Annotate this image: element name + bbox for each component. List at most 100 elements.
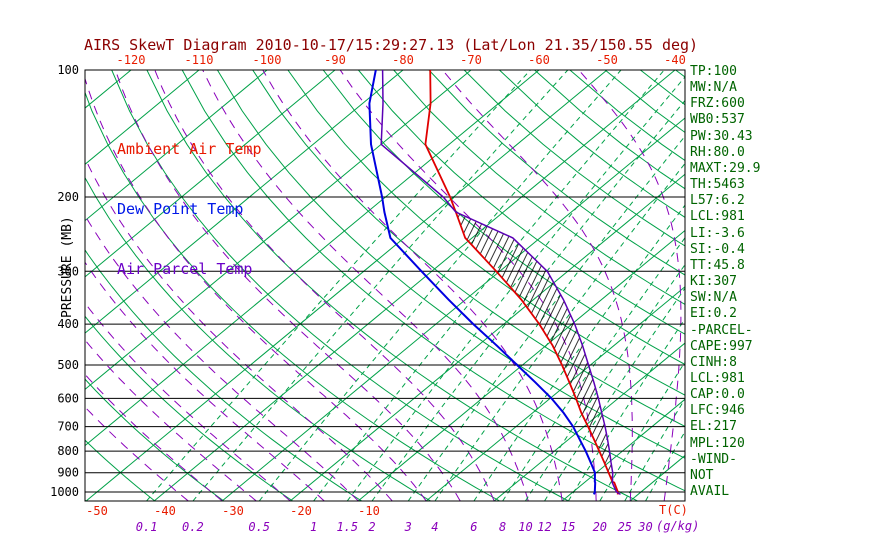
dry-adiabat-line bbox=[85, 91, 500, 501]
panel-line: L57:6.2 bbox=[690, 193, 745, 209]
plot-border bbox=[84, 69, 686, 502]
moist-adiabat-line bbox=[85, 214, 359, 501]
moist-adiabat-line bbox=[578, 70, 682, 501]
mixing-ratio-line bbox=[407, 135, 685, 501]
pressure-tick-label: 300 bbox=[57, 264, 79, 278]
mixing-ratio-unit-label: (g/kg) bbox=[656, 519, 700, 533]
isotherm-line bbox=[85, 70, 268, 222]
pressure-tick-label: 400 bbox=[57, 317, 79, 331]
mixing-ratio-line bbox=[434, 162, 685, 501]
mixing-ratio-tick-label: 3 bbox=[404, 520, 412, 534]
dry-adiabat-line bbox=[85, 439, 156, 501]
panel-line: TP:100 bbox=[690, 64, 737, 79]
indices-panel: TP:100 MW:N/A FRZ:600 WB0:537 PW:30.43 RH:80.… bbox=[690, 64, 760, 500]
bottom-temp-tick-label: -40 bbox=[154, 504, 176, 518]
pressure-axis-title: PRESSURE (MB) bbox=[60, 216, 75, 318]
dry-adiabat-line bbox=[146, 70, 638, 501]
isotherm-line bbox=[85, 70, 472, 391]
mixing-ratio-tick-label: 12 bbox=[537, 520, 551, 534]
legend: Ambient Air Temp Dew Point Temp Air Parc… bbox=[117, 100, 262, 299]
mixing-ratio-line bbox=[313, 70, 665, 501]
mixing-ratio-tick-label: 10 bbox=[518, 520, 532, 534]
panel-line: AVAIL bbox=[690, 484, 730, 500]
isotherm-line bbox=[425, 286, 685, 501]
tick-labels: 100 200 300 400 500 600 700 800 900 1000 -120 -110 -… bbox=[50, 53, 686, 534]
moist-adiabat-line bbox=[85, 157, 393, 501]
isotherm-line bbox=[766, 70, 870, 501]
panel-line: SI:-0.4 bbox=[690, 241, 745, 257]
dew-point-curve bbox=[368, 70, 597, 495]
chart-title: AIRS SkewT Diagram 2010-10-17/15:29:27.1… bbox=[84, 36, 699, 54]
panel-line: LCL:981 bbox=[690, 370, 745, 386]
moist-adiabat-line bbox=[339, 70, 597, 501]
panel-line: NOT bbox=[690, 467, 714, 483]
panel-line: CAPE:997 bbox=[690, 338, 753, 354]
isotherm-line bbox=[0, 70, 63, 501]
mixing-ratio-line bbox=[599, 361, 685, 501]
mixing-ratio-tick-label: 0.2 bbox=[182, 520, 204, 534]
mixing-ratio-tick-label: 4 bbox=[431, 520, 438, 534]
dry-adiabat-line bbox=[428, 70, 685, 276]
pressure-tick-label: 900 bbox=[57, 466, 79, 480]
pressure-tick-label: 1000 bbox=[50, 485, 79, 499]
pressure-tick-label: 200 bbox=[57, 190, 79, 204]
panel-line: SW:N/A bbox=[690, 290, 737, 306]
temp-unit-label: T(C) bbox=[659, 503, 688, 517]
legend-dew-point-temp: Dew Point Temp bbox=[117, 200, 244, 218]
top-temp-tick-label: -100 bbox=[253, 53, 282, 67]
dry-adiabat-line bbox=[85, 249, 362, 501]
top-temp-tick-label: -70 bbox=[460, 53, 482, 67]
mixing-ratio-tick-label: 20 bbox=[593, 520, 607, 534]
pressure-tick-label: 100 bbox=[57, 63, 79, 77]
panel-line: EI:0.2 bbox=[690, 306, 737, 322]
mixing-ratio-tick-label: 0.1 bbox=[136, 520, 158, 534]
dry-adiabat-line bbox=[287, 70, 685, 396]
moist-adiabat-line bbox=[85, 339, 257, 501]
moist-adiabat-line bbox=[154, 70, 495, 501]
panel-line: TH:5463 bbox=[690, 177, 745, 193]
panel-line: MPL:120 bbox=[690, 435, 745, 451]
mixing-ratio-line bbox=[146, 70, 531, 501]
mixing-ratio-line bbox=[346, 76, 685, 501]
panel-line: MW:N/A bbox=[690, 80, 737, 96]
mixing-ratio-tick-label: 6 bbox=[470, 520, 477, 534]
pressure-tick-label: 600 bbox=[57, 391, 79, 405]
pressure-tick-label: 700 bbox=[57, 420, 79, 434]
dry-adiabat-line bbox=[216, 70, 685, 459]
mixing-ratio-line bbox=[473, 204, 685, 501]
top-temp-tick-label: -50 bbox=[596, 53, 618, 67]
mixing-ratio-line bbox=[192, 70, 569, 501]
dry-adiabat-line bbox=[85, 176, 431, 501]
panel-line: LFC:946 bbox=[690, 403, 745, 419]
bottom-temp-tick-label: -20 bbox=[290, 504, 312, 518]
isotherm-line bbox=[561, 398, 685, 501]
top-temp-tick-label: -120 bbox=[117, 53, 146, 67]
panel-line: CINH:8 bbox=[690, 354, 737, 370]
background-grid bbox=[0, 70, 870, 501]
dry-adiabat-line bbox=[85, 378, 224, 501]
isotherm-line bbox=[85, 70, 608, 501]
dry-adiabat-line bbox=[393, 70, 685, 305]
mixing-ratio-tick-label: 25 bbox=[618, 520, 632, 534]
moist-adiabat-line bbox=[85, 261, 325, 501]
top-temp-tick-label: -90 bbox=[324, 53, 346, 67]
top-temp-tick-label: -60 bbox=[528, 53, 550, 67]
mixing-ratio-tick-label: 1.5 bbox=[336, 520, 358, 534]
dry-adiabat-line bbox=[463, 70, 685, 247]
dry-adiabat-line bbox=[358, 70, 685, 335]
mixing-ratio-tick-label: 15 bbox=[561, 520, 575, 534]
top-temp-tick-label: -110 bbox=[185, 53, 214, 67]
moist-adiabat-line bbox=[85, 302, 291, 501]
panel-line: -WIND- bbox=[690, 451, 737, 467]
mixing-ratio-line bbox=[371, 99, 685, 501]
dry-adiabat-line bbox=[111, 70, 569, 501]
panel-line: RH:80.0 bbox=[690, 144, 745, 160]
panel-line: FRZ:600 bbox=[690, 96, 745, 112]
panel-line: PW:30.43 bbox=[690, 128, 753, 144]
pressure-tick-label: 500 bbox=[57, 358, 79, 372]
mixing-ratio-tick-label: 1 bbox=[310, 520, 317, 534]
panel-line: MAXT:29.9 bbox=[690, 160, 761, 176]
isotherm-line bbox=[85, 70, 200, 165]
isotherm-line bbox=[153, 70, 676, 501]
